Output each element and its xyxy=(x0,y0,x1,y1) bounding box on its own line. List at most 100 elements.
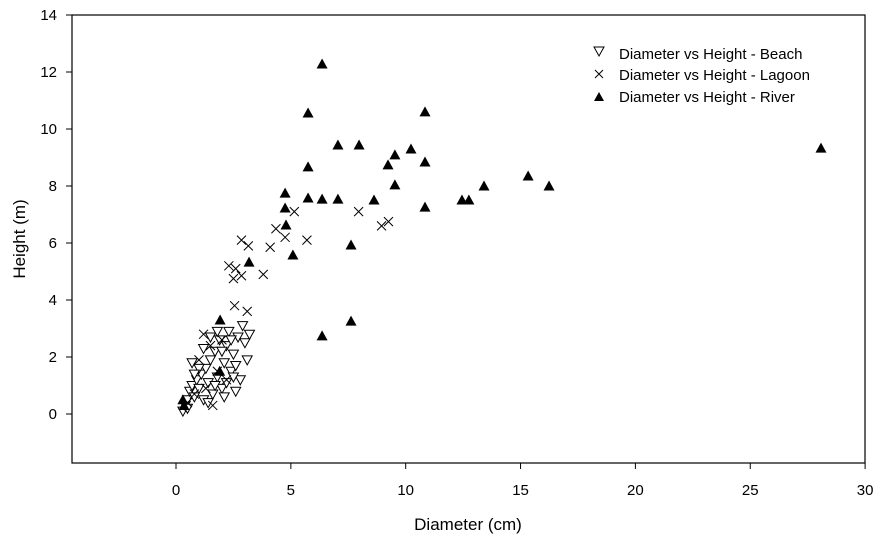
river-point xyxy=(178,399,190,410)
river-point xyxy=(302,161,314,172)
x-axis: 0 5 10 15 20 25 30 xyxy=(172,463,874,499)
river-point xyxy=(279,187,291,198)
river-point xyxy=(280,219,292,230)
y-tick-label: 12 xyxy=(40,64,57,81)
lagoon-point xyxy=(201,383,211,394)
x-marker-icon xyxy=(594,69,604,79)
beach-point xyxy=(229,361,242,372)
x-tick-label: 30 xyxy=(857,482,874,499)
lagoon-point xyxy=(242,306,253,317)
y-axis-title: Height (m) xyxy=(10,199,29,278)
y-tick-label: 2 xyxy=(49,349,57,366)
lagoon-point xyxy=(353,206,364,217)
beach-point xyxy=(220,378,233,389)
beach-point xyxy=(229,386,242,398)
river-point xyxy=(463,194,475,205)
river-point xyxy=(543,180,555,191)
beach-point xyxy=(188,369,201,381)
lagoon-point xyxy=(236,270,247,281)
beach-point xyxy=(200,363,212,375)
lagoon-point xyxy=(376,221,387,231)
beach-point xyxy=(218,392,231,403)
x-tick-label: 10 xyxy=(397,482,414,499)
beach-point xyxy=(193,363,205,375)
lagoon-point xyxy=(189,389,200,399)
lagoon-point xyxy=(271,223,281,234)
x-tick-label: 20 xyxy=(627,482,644,499)
river-point xyxy=(478,180,490,191)
lagoon-point xyxy=(223,260,234,271)
beach-point xyxy=(239,338,251,349)
y-tick-label: 4 xyxy=(49,292,57,309)
lagoon-point xyxy=(221,374,232,385)
beach-point xyxy=(236,321,249,332)
river-point xyxy=(456,194,468,205)
river-point xyxy=(522,170,534,181)
plot-frame xyxy=(71,14,866,464)
y-tick-label: 8 xyxy=(49,178,57,195)
lagoon-point xyxy=(217,335,227,345)
legend-item-river: Diameter vs Height - River xyxy=(594,89,795,106)
beach-point xyxy=(204,355,217,366)
y-tick-label: 6 xyxy=(49,235,57,252)
beach-point xyxy=(193,383,205,395)
river-point xyxy=(368,194,380,205)
beach-point xyxy=(222,326,235,338)
y-axis: 0 2 4 6 8 10 12 14 xyxy=(40,7,72,423)
legend-label-beach: Diameter vs Height - Beach xyxy=(619,46,802,63)
river-point xyxy=(389,179,401,190)
beach-point xyxy=(216,383,228,395)
beach-point xyxy=(241,355,254,366)
lagoon-point xyxy=(205,340,216,351)
beach-point xyxy=(220,341,233,352)
beach-point xyxy=(234,375,247,386)
river-point xyxy=(345,239,357,250)
legend-label-river: Diameter vs Height - River xyxy=(619,89,795,106)
river-point xyxy=(389,149,401,160)
river-point xyxy=(405,143,417,154)
beach-point xyxy=(216,346,228,358)
river-point xyxy=(332,193,344,204)
lagoon-point xyxy=(289,206,300,217)
river-point xyxy=(345,315,357,326)
lagoon-point xyxy=(302,235,312,246)
beach-point xyxy=(225,366,237,378)
beach-point xyxy=(186,358,198,369)
beach-point xyxy=(197,343,210,355)
river-point xyxy=(243,256,255,267)
beach-point xyxy=(209,346,221,358)
river-point xyxy=(419,156,431,167)
lagoon-point xyxy=(280,232,290,243)
down-triangle-icon xyxy=(593,46,605,58)
river-point xyxy=(316,330,328,341)
lagoon-point xyxy=(194,354,204,365)
lagoon-point xyxy=(228,273,239,284)
river-point xyxy=(815,142,827,153)
beach-point xyxy=(188,392,201,403)
x-tick-label: 0 xyxy=(172,482,180,499)
lagoon-point xyxy=(198,329,209,340)
river-point xyxy=(177,394,189,405)
y-tick-label: 0 xyxy=(49,406,57,423)
lagoon-point xyxy=(236,235,247,246)
beach-point xyxy=(209,381,221,392)
x-tick-label: 15 xyxy=(512,482,529,499)
data-points xyxy=(177,58,827,418)
beach-point xyxy=(227,349,240,361)
river-point xyxy=(316,58,328,69)
y-tick-label: 14 xyxy=(40,7,57,24)
legend: Diameter vs Height - Beach Diameter vs H… xyxy=(593,46,810,106)
x-axis-title: Diameter (cm) xyxy=(414,515,522,534)
beach-point xyxy=(225,335,237,346)
river-point xyxy=(332,139,344,150)
beach-point xyxy=(204,332,217,344)
river-point xyxy=(316,193,328,204)
river-point xyxy=(279,202,291,213)
river-point xyxy=(214,365,226,376)
river-point xyxy=(419,106,431,117)
legend-item-beach: Diameter vs Height - Beach xyxy=(593,46,802,63)
legend-item-lagoon: Diameter vs Height - Lagoon xyxy=(594,67,810,84)
river-point xyxy=(214,314,226,325)
x-tick-label: 25 xyxy=(742,482,759,499)
